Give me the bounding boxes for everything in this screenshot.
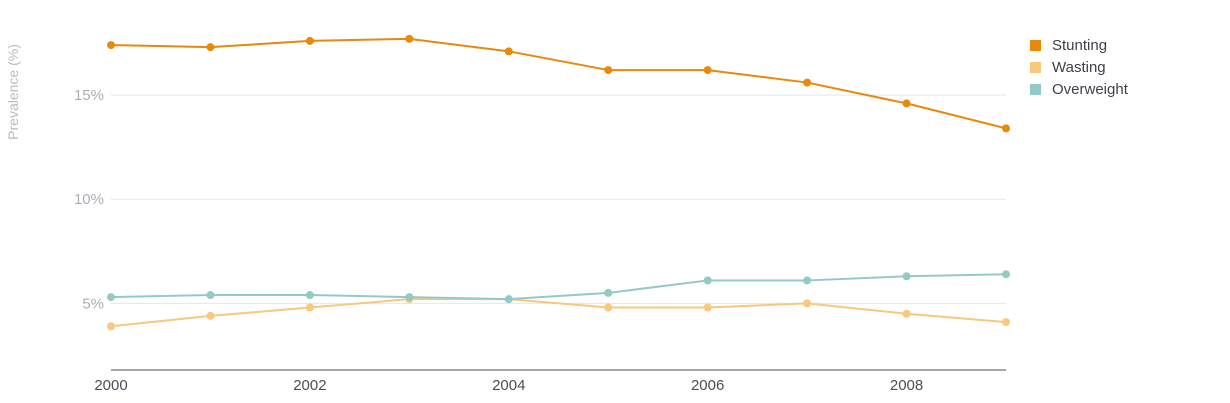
data-point-overweight[interactable]	[803, 276, 812, 285]
legend-label-wasting: Wasting	[1052, 58, 1106, 76]
legend-label-overweight: Overweight	[1052, 80, 1128, 98]
data-point-overweight[interactable]	[405, 293, 414, 302]
x-tick-label: 2008	[890, 377, 923, 394]
data-point-stunting[interactable]	[405, 34, 414, 43]
data-point-wasting[interactable]	[703, 303, 712, 312]
data-point-wasting[interactable]	[803, 299, 812, 308]
data-point-overweight[interactable]	[504, 295, 513, 304]
data-point-wasting[interactable]	[305, 303, 314, 312]
y-axis-label: Prevalence (%)	[5, 44, 21, 140]
data-point-wasting[interactable]	[604, 303, 613, 312]
series-group	[107, 34, 1010, 331]
data-point-stunting[interactable]	[604, 66, 613, 75]
series-line-wasting	[110, 298, 1007, 328]
data-point-stunting[interactable]	[206, 43, 215, 52]
x-tick-label: 2000	[94, 377, 127, 394]
legend-item-wasting[interactable]: Wasting	[1030, 56, 1128, 78]
y-tick-label: 15%	[74, 87, 104, 104]
x-tick-label: 2002	[293, 377, 326, 394]
legend-swatch-overweight	[1030, 83, 1041, 95]
data-point-overweight[interactable]	[703, 276, 712, 285]
data-point-stunting[interactable]	[902, 99, 911, 108]
y-tick-label: 5%	[82, 295, 104, 312]
data-point-stunting[interactable]	[504, 47, 513, 56]
data-point-stunting[interactable]	[1002, 124, 1010, 133]
series-stunting	[107, 34, 1010, 133]
y-tick-label: 10%	[74, 191, 104, 208]
series-wasting	[107, 295, 1010, 331]
series-line-stunting	[110, 37, 1007, 130]
legend-swatch-stunting	[1030, 39, 1041, 51]
series-line-overweight	[110, 273, 1007, 301]
data-point-overweight[interactable]	[206, 291, 215, 300]
data-point-wasting[interactable]	[206, 311, 215, 320]
data-point-stunting[interactable]	[803, 78, 812, 87]
data-point-stunting[interactable]	[703, 66, 712, 75]
data-point-stunting[interactable]	[305, 36, 314, 45]
x-tick-label: 2004	[492, 377, 525, 394]
legend-swatch-wasting	[1030, 61, 1041, 73]
data-point-wasting[interactable]	[902, 309, 911, 318]
data-point-overweight[interactable]	[305, 291, 314, 300]
y-axis-ticks: 5% 10% 15%	[74, 87, 104, 312]
legend-item-overweight[interactable]: Overweight	[1030, 78, 1128, 100]
gridlines	[111, 94, 1006, 304]
data-point-wasting[interactable]	[1002, 318, 1010, 327]
data-point-overweight[interactable]	[604, 288, 613, 297]
legend-item-stunting[interactable]: Stunting	[1030, 34, 1128, 56]
data-point-overweight[interactable]	[1002, 270, 1010, 279]
data-point-overweight[interactable]	[902, 272, 911, 281]
data-point-wasting[interactable]	[107, 322, 115, 331]
data-point-stunting[interactable]	[107, 41, 115, 50]
x-axis-ticks: 2000 2002 2004 2006 2008	[94, 377, 923, 394]
legend: Stunting Wasting Overweight	[1030, 34, 1128, 100]
data-point-overweight[interactable]	[107, 293, 115, 302]
series-overweight	[107, 270, 1010, 304]
legend-label-stunting: Stunting	[1052, 36, 1108, 54]
x-tick-label: 2006	[691, 377, 724, 394]
